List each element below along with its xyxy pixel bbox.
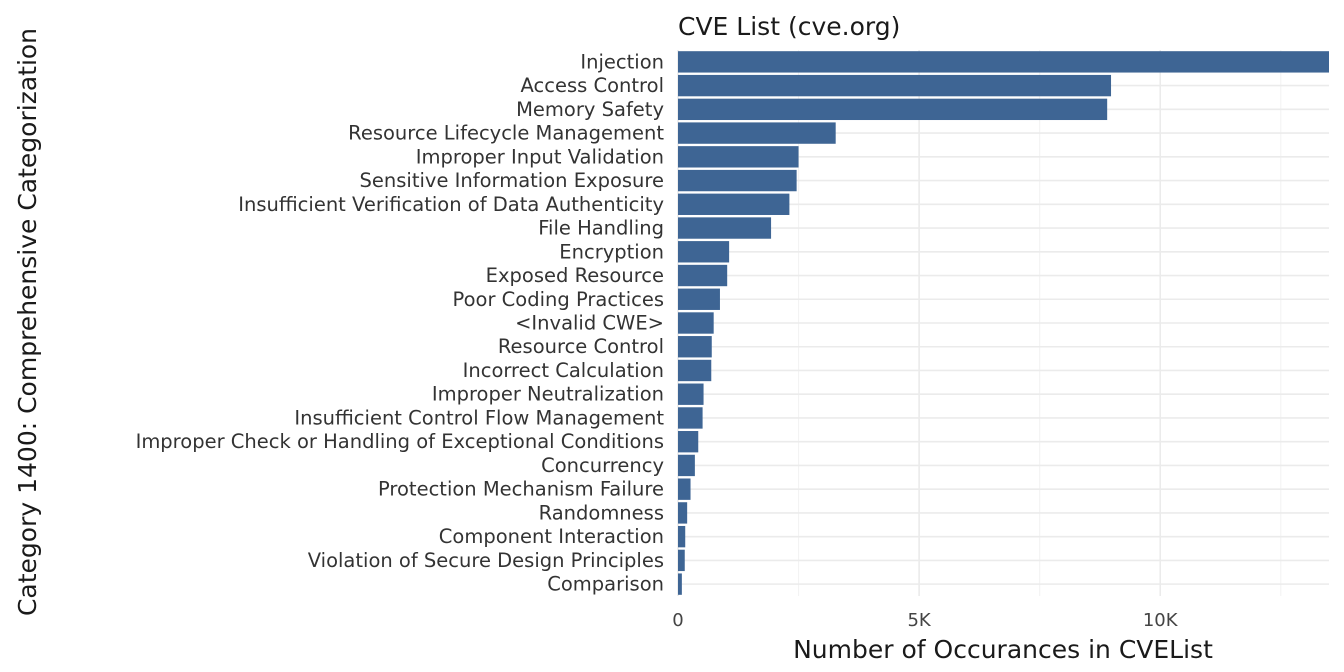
x-axis-label: Number of Occurances in CVEList — [793, 635, 1213, 664]
category-label: Incorrect Calculation — [463, 359, 664, 382]
bar — [678, 431, 699, 453]
category-label: Injection — [580, 50, 664, 73]
bar — [678, 264, 728, 287]
bar — [678, 74, 1112, 97]
bar — [678, 383, 704, 405]
category-label: Component Interaction — [439, 525, 664, 548]
bar — [678, 478, 691, 500]
category-label: Improper Neutralization — [432, 383, 664, 406]
bar — [678, 98, 1108, 121]
y-axis-label: Category 1400: Comprehensive Categorizat… — [13, 28, 42, 616]
category-label: Resource Control — [498, 335, 664, 358]
bar — [678, 454, 695, 477]
category-label: Access Control — [521, 74, 664, 97]
bar — [678, 169, 797, 192]
category-label: Randomness — [539, 501, 664, 524]
bar — [678, 407, 703, 429]
x-tick-label: 5K — [907, 610, 931, 631]
bar — [678, 549, 685, 572]
category-label: Encryption — [559, 240, 664, 263]
category-label: Improper Input Validation — [416, 145, 664, 168]
category-label: Violation of Secure Design Principles — [308, 549, 664, 572]
category-label: File Handling — [538, 217, 664, 240]
category-label: Exposed Resource — [486, 264, 664, 287]
bar — [678, 312, 714, 334]
category-label: <Invalid CWE> — [515, 312, 664, 335]
x-tick-labels: 0 5K 10K — [672, 610, 1178, 631]
category-label: Comparison — [547, 573, 664, 596]
x-tick-label: 0 — [672, 610, 683, 631]
category-label: Poor Coding Practices — [453, 288, 664, 311]
x-tick-label: 10K — [1143, 610, 1179, 631]
bar — [678, 51, 1329, 73]
bar — [678, 241, 730, 263]
category-label: Protection Mechanism Failure — [378, 478, 664, 501]
bar — [678, 336, 712, 358]
bar — [678, 122, 836, 144]
bar — [678, 573, 682, 595]
category-label: Resource Lifecycle Management — [348, 122, 664, 145]
bar — [678, 217, 772, 239]
category-label: Memory Safety — [516, 98, 664, 121]
bar — [678, 193, 790, 215]
chart-title: CVE List (cve.org) — [678, 12, 900, 41]
bar — [678, 288, 720, 310]
category-label: Insufficient Verification of Data Authen… — [238, 193, 664, 216]
bar — [678, 146, 799, 168]
category-label: Insufficient Control Flow Management — [294, 406, 664, 429]
category-label: Sensitive Information Exposure — [360, 169, 664, 192]
bar — [678, 359, 712, 382]
category-label: Concurrency — [541, 454, 664, 477]
bar — [678, 525, 686, 548]
bar — [678, 502, 688, 524]
bars — [678, 51, 1329, 595]
category-label: Improper Check or Handling of Exceptiona… — [136, 430, 664, 453]
